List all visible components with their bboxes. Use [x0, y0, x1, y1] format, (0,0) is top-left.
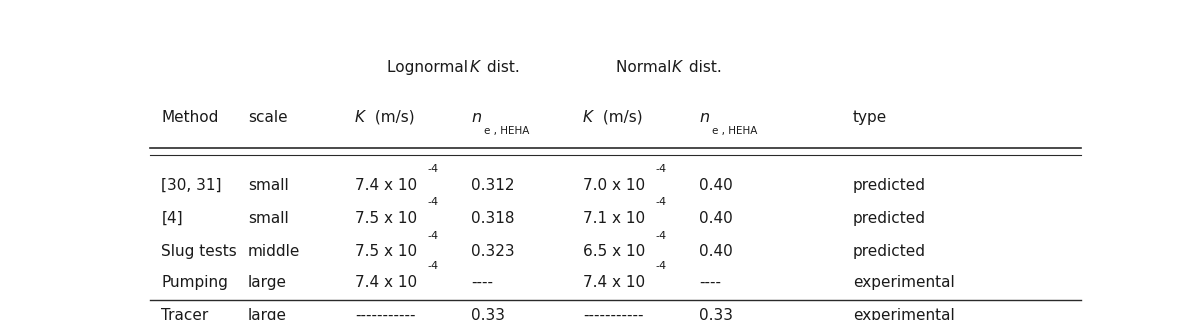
Text: n: n — [699, 110, 710, 125]
Text: e , HEHA: e , HEHA — [712, 126, 758, 136]
Text: -4: -4 — [428, 197, 438, 207]
Text: large: large — [247, 308, 287, 320]
Text: -4: -4 — [428, 261, 438, 271]
Text: experimental: experimental — [853, 308, 955, 320]
Text: 6.5 x 10: 6.5 x 10 — [582, 244, 645, 259]
Text: K: K — [582, 110, 593, 125]
Text: 7.0 x 10: 7.0 x 10 — [582, 178, 645, 193]
Text: -4: -4 — [656, 164, 667, 174]
Text: small: small — [247, 178, 288, 193]
Text: Slug tests: Slug tests — [161, 244, 237, 259]
Text: 0.40: 0.40 — [699, 211, 733, 226]
Text: Pumping: Pumping — [161, 275, 228, 290]
Text: -4: -4 — [656, 197, 667, 207]
Text: Tracer: Tracer — [161, 308, 209, 320]
Text: 0.318: 0.318 — [471, 211, 515, 226]
Text: Method: Method — [161, 110, 219, 125]
Text: experimental: experimental — [853, 275, 955, 290]
Text: K: K — [470, 60, 479, 76]
Text: -4: -4 — [656, 261, 667, 271]
Text: e , HEHA: e , HEHA — [484, 126, 530, 136]
Text: 0.40: 0.40 — [699, 178, 733, 193]
Text: 7.1 x 10: 7.1 x 10 — [582, 211, 645, 226]
Text: [4]: [4] — [161, 211, 183, 226]
Text: dist.: dist. — [685, 60, 722, 76]
Text: Lognormal: Lognormal — [388, 60, 473, 76]
Text: -4: -4 — [428, 230, 438, 241]
Text: dist.: dist. — [483, 60, 520, 76]
Text: 0.312: 0.312 — [471, 178, 515, 193]
Text: predicted: predicted — [853, 178, 926, 193]
Text: n: n — [471, 110, 482, 125]
Text: 7.5 x 10: 7.5 x 10 — [355, 244, 417, 259]
Text: -----------: ----------- — [582, 308, 644, 320]
Text: [30, 31]: [30, 31] — [161, 178, 222, 193]
Text: 7.4 x 10: 7.4 x 10 — [582, 275, 645, 290]
Text: 7.4 x 10: 7.4 x 10 — [355, 178, 417, 193]
Text: Normal: Normal — [616, 60, 676, 76]
Text: K: K — [671, 60, 681, 76]
Text: large: large — [247, 275, 287, 290]
Text: 7.4 x 10: 7.4 x 10 — [355, 275, 417, 290]
Text: 0.323: 0.323 — [471, 244, 515, 259]
Text: middle: middle — [247, 244, 300, 259]
Text: ----: ---- — [699, 275, 722, 290]
Text: 7.5 x 10: 7.5 x 10 — [355, 211, 417, 226]
Text: (m/s): (m/s) — [598, 110, 643, 125]
Text: -4: -4 — [428, 164, 438, 174]
Text: ----: ---- — [471, 275, 494, 290]
Text: 0.40: 0.40 — [699, 244, 733, 259]
Text: (m/s): (m/s) — [370, 110, 414, 125]
Text: K: K — [355, 110, 365, 125]
Text: 0.33: 0.33 — [699, 308, 734, 320]
Text: type: type — [853, 110, 888, 125]
Text: small: small — [247, 211, 288, 226]
Text: predicted: predicted — [853, 211, 926, 226]
Text: scale: scale — [247, 110, 287, 125]
Text: 0.33: 0.33 — [471, 308, 506, 320]
Text: predicted: predicted — [853, 244, 926, 259]
Text: -4: -4 — [656, 230, 667, 241]
Text: -----------: ----------- — [355, 308, 416, 320]
